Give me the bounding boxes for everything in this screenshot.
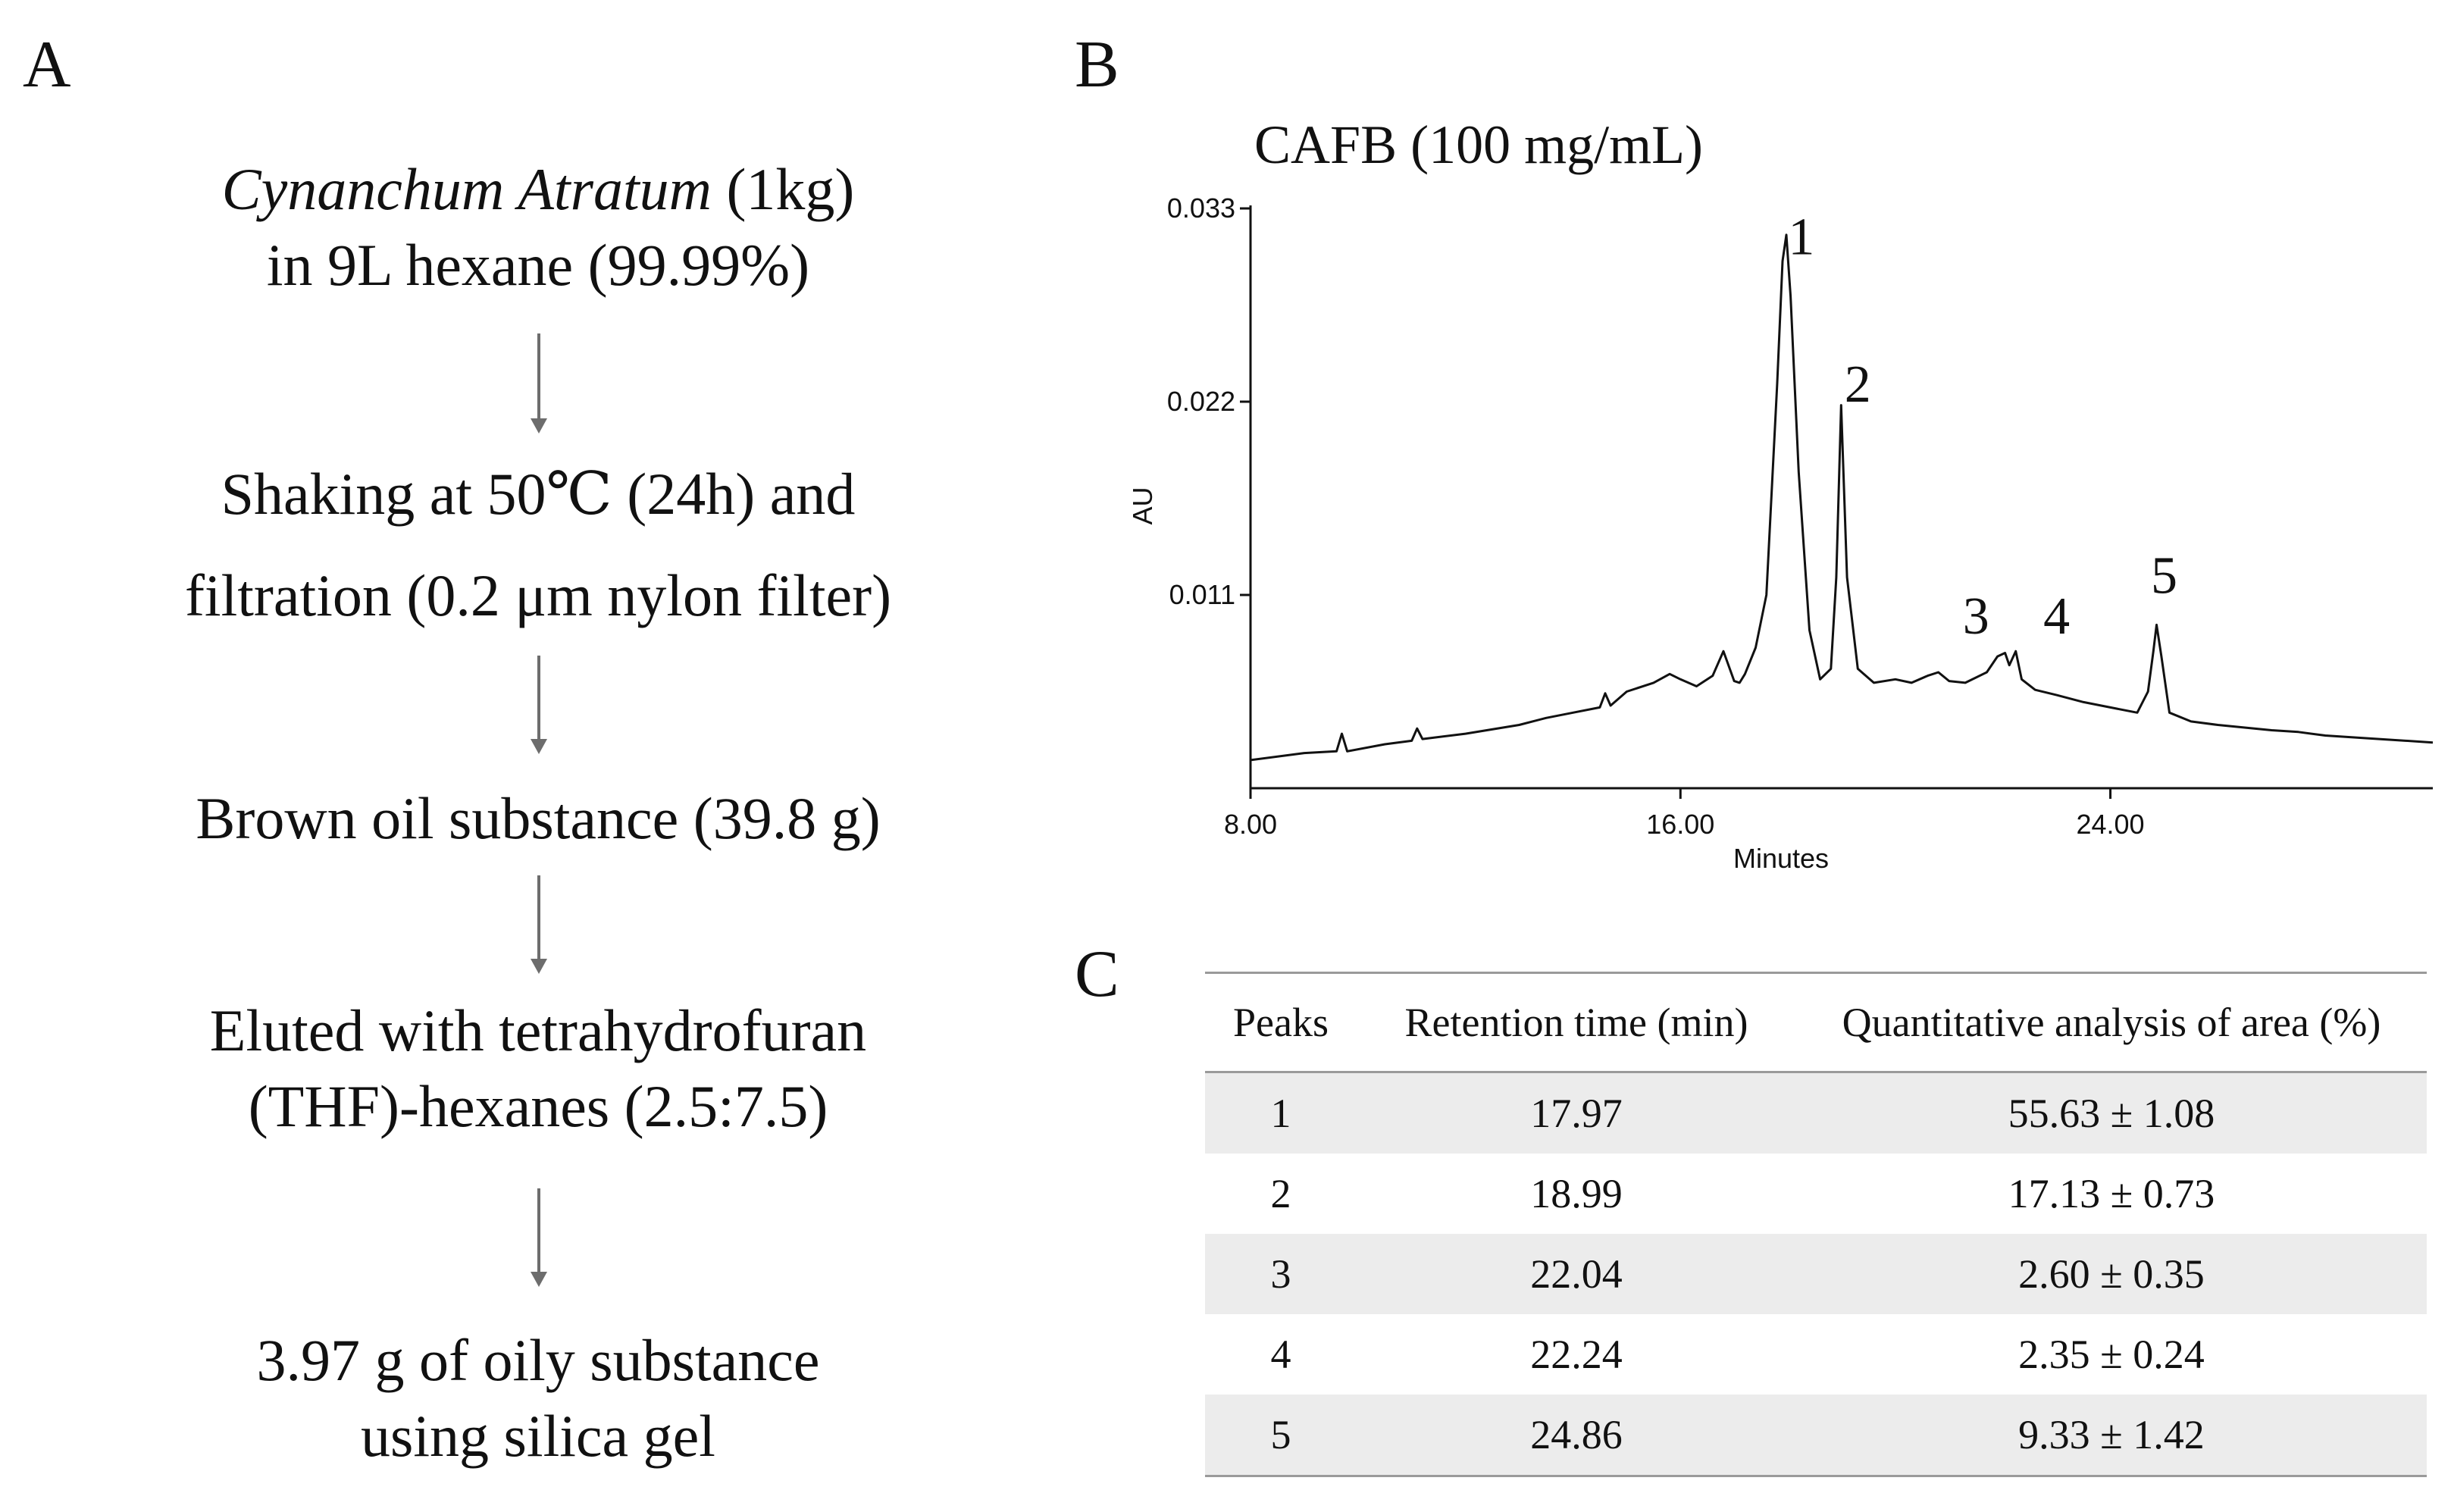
cell-retention-time: 18.99 <box>1530 1171 1623 1216</box>
cell-retention-time: 17.97 <box>1357 1072 1796 1154</box>
flow-step-3: Brown oil substance (39.8 g) <box>45 781 1031 856</box>
flow-step-4-line2: (THF)-hexanes (2.5:7.5) <box>248 1073 828 1139</box>
y-tick-label: 0.033 <box>1167 193 1235 224</box>
table-row: 5 24.86 9.33 ± 1.42 <box>1205 1395 2427 1477</box>
cell-area: 55.63 ± 1.08 <box>1796 1072 2427 1154</box>
table-header-row: Peaks Retention time (min) Quantitative … <box>1205 972 2427 1073</box>
panel-b-label: B <box>1075 28 1119 102</box>
flow-arrow-2 <box>531 656 547 754</box>
cell-retention-time: 22.04 <box>1357 1234 1796 1314</box>
panel-a-label: A <box>23 28 71 102</box>
flow-arrow-1 <box>531 333 547 434</box>
flow-step-5-line1: 3.97 g of oily substance <box>256 1327 820 1393</box>
flow-step-3-line1: Brown oil substance (39.8 g) <box>196 785 881 851</box>
header-retention-time: Retention time (min) <box>1357 972 1796 1073</box>
cell-retention-time: 22.24 <box>1530 1332 1623 1377</box>
flow-step-4: Eluted with tetrahydrofuran (THF)-hexane… <box>45 993 1031 1144</box>
x-tick-label: 8.00 <box>1224 809 1277 840</box>
flow-step-1-line2: in 9L hexane (99.99%) <box>266 232 810 298</box>
peak-label-1: 1 <box>1788 208 1814 266</box>
cell-peak: 1 <box>1205 1072 1357 1154</box>
header-area: Quantitative analysis of area (%) <box>1796 972 2427 1073</box>
flow-arrow-3 <box>531 875 547 974</box>
cell-area: 17.13 ± 0.73 <box>2008 1171 2215 1216</box>
series-line-cafb <box>1250 233 2434 762</box>
cell-retention-time: 24.86 <box>1357 1395 1796 1477</box>
y-tick-label: 0.011 <box>1169 579 1235 610</box>
chart-title: CAFB (100 mg/mL) <box>1254 114 1704 175</box>
table-row: 3 22.04 2.60 ± 0.35 <box>1205 1234 2427 1314</box>
peak-label-2: 2 <box>1845 355 1871 414</box>
x-tick-label: 24.00 <box>2076 809 2144 840</box>
cell-area: 9.33 ± 1.42 <box>1796 1395 2427 1477</box>
flow-step-5-line2: using silica gel <box>361 1403 715 1469</box>
panel-c-label: C <box>1075 938 1119 1011</box>
cell-area: 2.60 ± 0.35 <box>1796 1234 2427 1314</box>
peak-results-table: Peaks Retention time (min) Quantitative … <box>1205 972 2427 1477</box>
x-axis-label: Minutes <box>1733 843 1829 874</box>
cell-peak: 4 <box>1270 1332 1291 1377</box>
table-row: 2 18.99 17.13 ± 0.73 <box>1205 1154 2427 1234</box>
peak-label-3: 3 <box>1963 587 1989 646</box>
flow-step-1-amount: (1kg) <box>711 156 855 222</box>
flow-step-4-line1: Eluted with tetrahydrofuran <box>209 997 867 1063</box>
x-tick-label: 16.00 <box>1646 809 1714 840</box>
flow-step-2: Shaking at 50℃ (24h) and filtration (0.2… <box>45 443 1031 646</box>
y-axis-label: AU <box>1127 487 1158 524</box>
flow-arrow-4 <box>531 1188 547 1287</box>
header-peaks: Peaks <box>1205 972 1357 1073</box>
table-row: 1 17.97 55.63 ± 1.08 <box>1205 1072 2427 1154</box>
flow-step-2-line1: Shaking at 50℃ (24h) and <box>221 461 856 527</box>
peak-label-4: 4 <box>2043 587 2070 646</box>
plant-name: Cynanchum Atratum <box>221 156 712 222</box>
cell-peak: 2 <box>1270 1171 1291 1216</box>
y-tick-label: 0.022 <box>1167 386 1235 417</box>
peak-label-5: 5 <box>2151 547 2177 606</box>
flow-step-1: Cynanchum Atratum (1kg) in 9L hexane (99… <box>45 152 1031 303</box>
flow-step-2-line2: filtration (0.2 μm nylon filter) <box>184 562 892 628</box>
cell-peak: 5 <box>1205 1395 1357 1477</box>
chromatogram-chart: 0.011 0.022 0.033 8.00 16.00 24.00 Minutes AU 1 2… <box>1127 193 2434 874</box>
cell-area: 2.35 ± 0.24 <box>2018 1332 2205 1377</box>
cell-peak: 3 <box>1205 1234 1357 1314</box>
flow-step-5: 3.97 g of oily substance using silica ge… <box>45 1323 1031 1474</box>
table-row: 4 22.24 2.35 ± 0.24 <box>1205 1314 2427 1395</box>
